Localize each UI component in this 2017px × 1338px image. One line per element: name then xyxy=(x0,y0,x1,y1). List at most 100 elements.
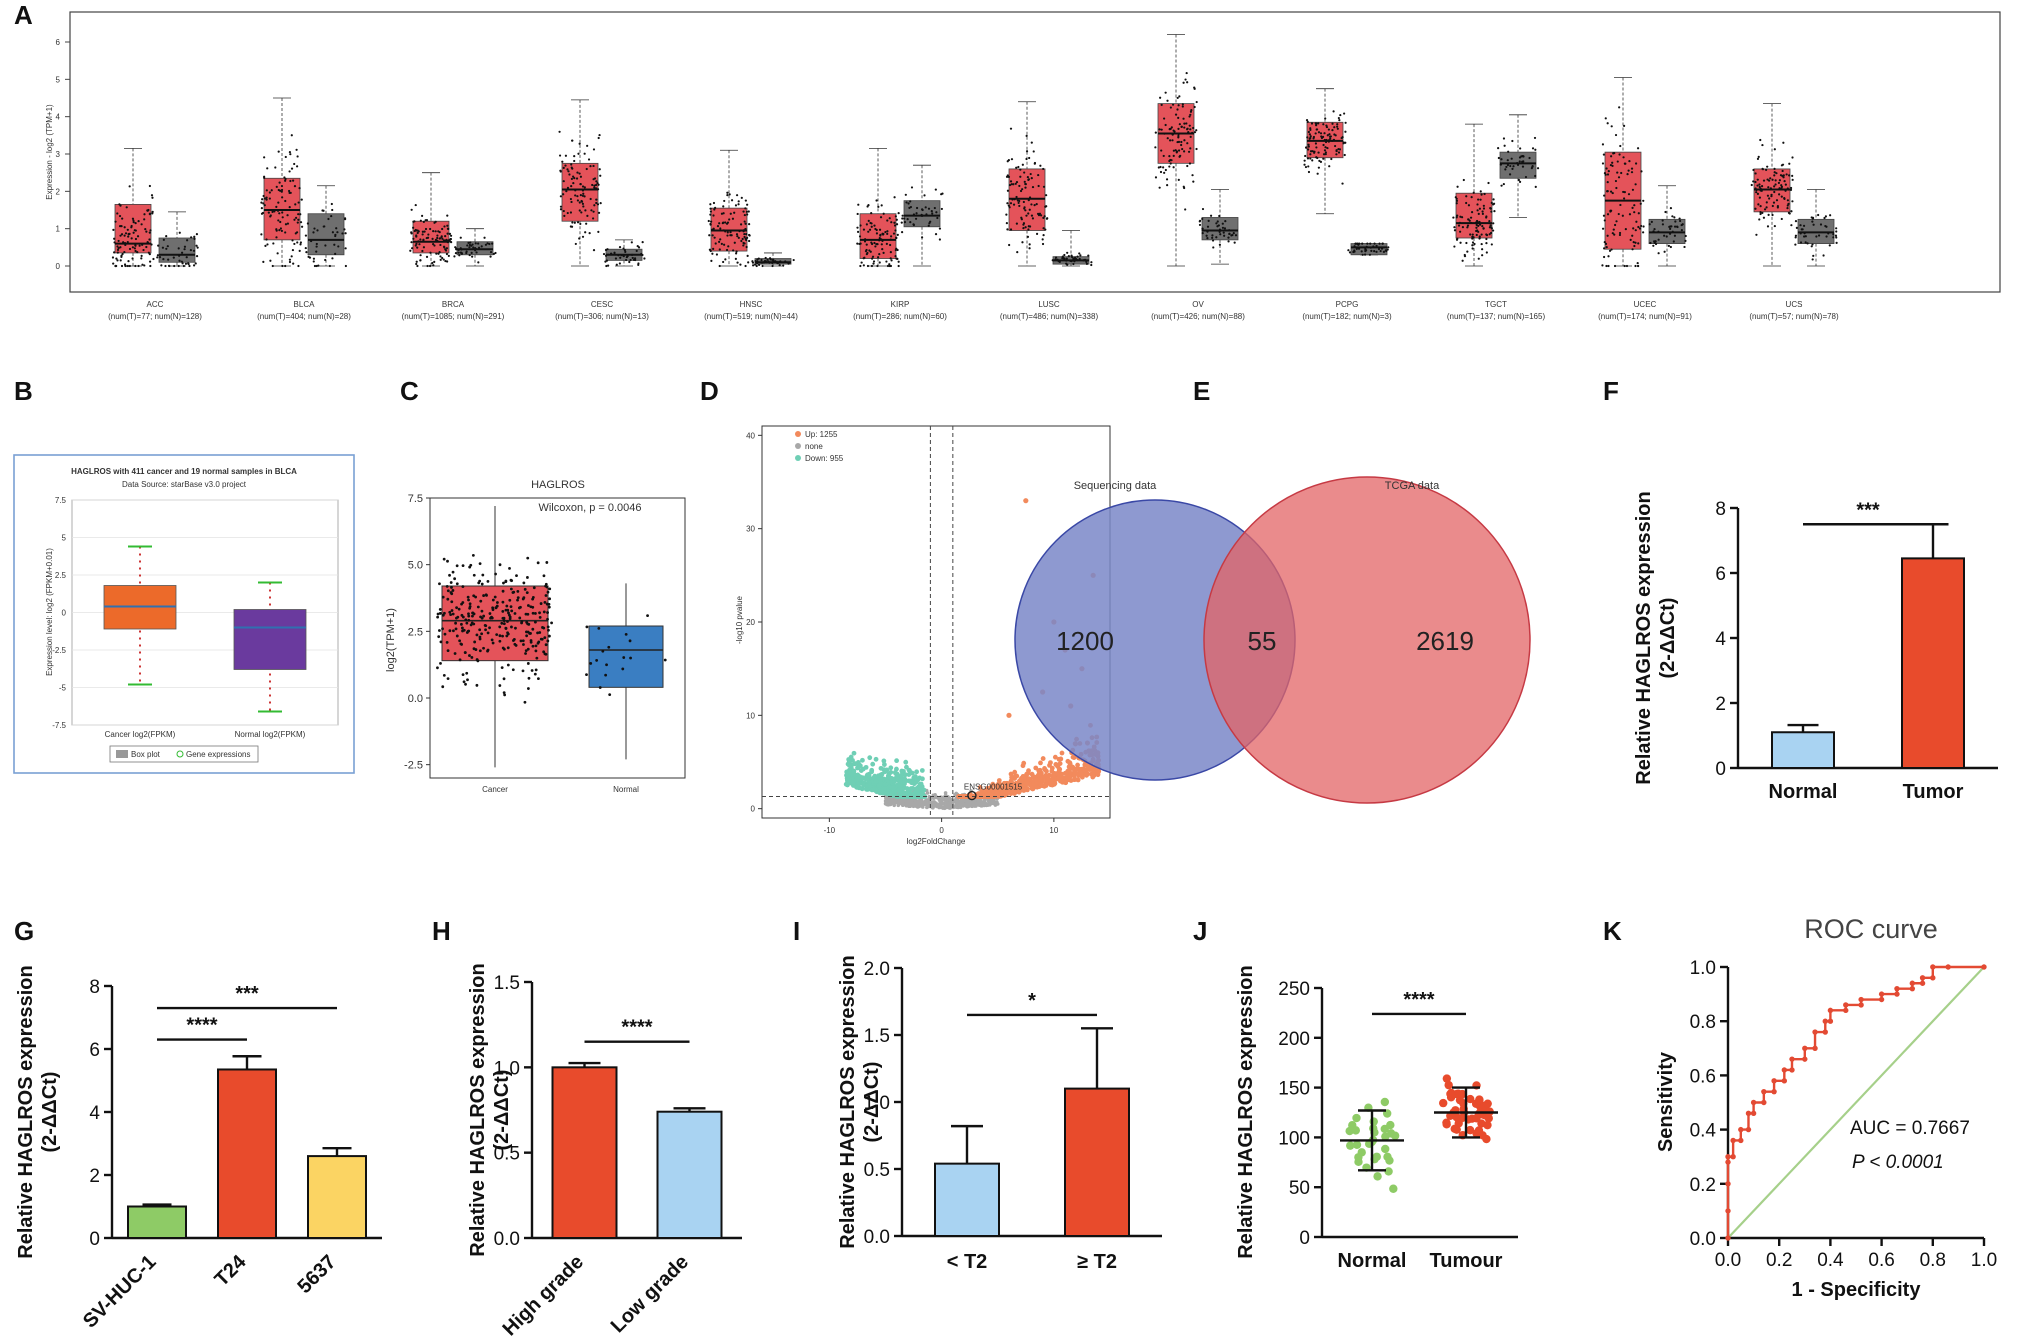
panel-a-point xyxy=(1490,243,1493,246)
panel-a-point xyxy=(1622,190,1625,194)
panel-a-point xyxy=(1761,168,1765,171)
panel-a-point xyxy=(569,211,573,214)
panel-d-point-down xyxy=(905,791,910,797)
panel-a-point xyxy=(900,221,903,224)
panel-d-point-up xyxy=(997,785,1003,790)
panel-a-point xyxy=(714,206,717,209)
panel-c-point xyxy=(495,633,499,637)
panel-c-point xyxy=(476,605,480,609)
panel-a-point xyxy=(715,253,719,256)
panel-a-point xyxy=(1312,137,1315,140)
panel-a-count: (num(T)=137; num(N)=165) xyxy=(1447,312,1546,321)
panel-a-point xyxy=(433,260,436,263)
panel-a-point xyxy=(860,261,863,264)
panel-a-point xyxy=(1534,174,1537,178)
panel-a-point xyxy=(1024,186,1027,189)
panel-c-point xyxy=(490,615,493,619)
panel-a-point xyxy=(1018,199,1021,203)
panel-c-point xyxy=(516,598,519,602)
panel-c-point xyxy=(491,641,495,645)
panel-a-point xyxy=(940,193,943,196)
panel-a-point xyxy=(1758,196,1762,199)
panel-d-point-down xyxy=(873,756,879,762)
panel-d-highlight-label: ENSG00001515 xyxy=(964,783,1023,792)
panel-k-roc-point xyxy=(1730,1137,1736,1144)
panel-a-point xyxy=(293,218,296,221)
panel-a-point xyxy=(327,217,330,221)
panel-a-point xyxy=(132,231,135,234)
panel-e-value-right: 2619 xyxy=(1416,626,1474,656)
panel-k-roc-point xyxy=(1725,1208,1731,1214)
panel-a-point xyxy=(158,256,162,259)
panel-d-point-down xyxy=(904,764,909,770)
panel-a-point xyxy=(1670,225,1673,228)
panel-c-point xyxy=(461,673,465,677)
panel-a-point xyxy=(1608,249,1612,252)
panel-a-point xyxy=(893,224,897,227)
panel-b-legend-swatch xyxy=(116,750,128,758)
panel-a-point xyxy=(261,198,264,201)
panel-a-point xyxy=(1500,184,1503,187)
panel-a-point xyxy=(267,211,270,214)
panel-a-point xyxy=(742,241,745,245)
panel-a-point xyxy=(1186,164,1189,168)
panel-a-point xyxy=(1008,243,1011,247)
panel-c-point xyxy=(465,621,469,625)
panel-a-point xyxy=(1678,219,1682,223)
panel-a-point xyxy=(734,204,738,207)
panel-a-point xyxy=(1762,179,1766,182)
panel-j-significance-label: **** xyxy=(1403,989,1434,1011)
panel-k-ytick-label: 0.4 xyxy=(1690,1121,1717,1142)
panel-a-point xyxy=(1672,240,1675,243)
panel-a-point xyxy=(880,204,883,207)
panel-a-point xyxy=(709,222,712,226)
panel-a-point xyxy=(299,243,302,246)
panel-a-point xyxy=(1665,235,1668,238)
panel-a-point xyxy=(1790,224,1793,227)
panel-a-point xyxy=(1478,236,1481,240)
panel-a-category: HNSC xyxy=(740,300,763,309)
panel-a-point xyxy=(190,236,193,239)
panel-a-point xyxy=(1157,166,1160,169)
panel-a-point xyxy=(1500,158,1503,161)
panel-a-point xyxy=(177,264,180,268)
panel-d-point-none xyxy=(957,802,961,807)
panel-j-point xyxy=(1352,1140,1362,1150)
panel-d-point-down xyxy=(886,774,892,780)
panel-a-point xyxy=(1518,156,1522,159)
panel-a-point xyxy=(145,230,148,233)
panel-a-point xyxy=(1176,96,1179,100)
panel-d-point-down xyxy=(913,787,919,793)
panel-a-point xyxy=(1786,204,1789,207)
panel-a-point xyxy=(1234,234,1238,237)
panel-d-highlight-marker xyxy=(967,790,977,801)
panel-a-point xyxy=(1799,241,1803,244)
panel-a-point xyxy=(1799,224,1802,227)
panel-a-point xyxy=(275,185,278,188)
panel-c-point xyxy=(527,676,531,680)
panel-a-point xyxy=(268,197,271,200)
panel-c-point xyxy=(498,684,502,687)
panel-g-ytick-label: 8 xyxy=(89,977,100,998)
panel-a-point xyxy=(428,264,432,268)
panel-c-point xyxy=(597,626,601,630)
panel-a-point xyxy=(1765,206,1768,209)
panel-a-point xyxy=(1519,147,1522,150)
panel-a-point xyxy=(583,186,586,189)
panel-d-point-down xyxy=(904,786,910,791)
panel-a-point xyxy=(126,240,129,244)
panel-d-point-up xyxy=(1042,766,1047,771)
panel-a-point xyxy=(1303,163,1306,166)
panel-a-point xyxy=(571,221,574,224)
panel-c-point xyxy=(488,612,492,615)
panel-a-point xyxy=(882,251,885,255)
panel-a-point xyxy=(592,178,595,181)
panel-a-point xyxy=(1190,109,1193,112)
panel-a-point xyxy=(888,217,891,220)
panel-c-point xyxy=(479,599,483,603)
panel-d-point-up xyxy=(1069,765,1075,771)
panel-a-point xyxy=(142,248,145,252)
panel-a-point xyxy=(269,214,272,217)
panel-a-point xyxy=(1005,213,1008,216)
panel-d-point-up xyxy=(1012,769,1018,775)
